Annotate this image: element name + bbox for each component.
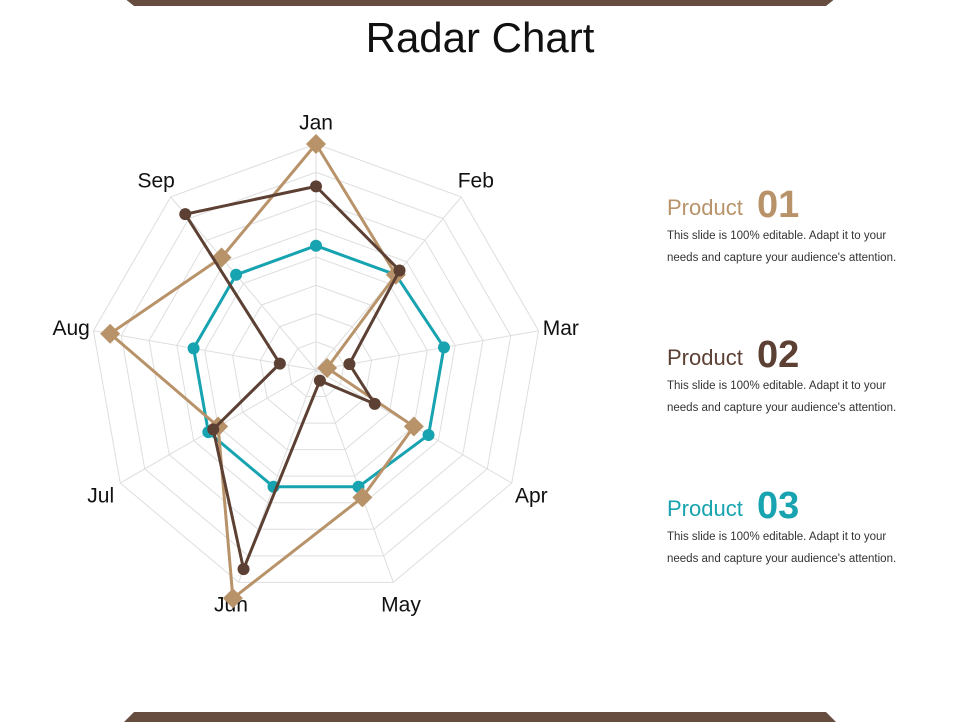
grid-ring-6 <box>148 199 484 530</box>
series-product-01-point-jan <box>306 134 326 154</box>
axis-label-sep: Sep <box>138 170 175 193</box>
legend-product-01-desc-line2: needs and capture your audience's attent… <box>667 252 897 264</box>
axis-label-apr: Apr <box>515 484 548 507</box>
series-product-02-point-may <box>313 374 326 387</box>
series-product-03-point-mar <box>437 341 450 354</box>
legend-product-03-desc-line2: needs and capture your audience's attent… <box>667 553 897 565</box>
legend-product-02-desc-line1: This slide is 100% editable. Adapt it to… <box>667 380 887 392</box>
series-product-02-point-mar <box>343 358 356 371</box>
legend-product-01-name: Product <box>667 195 743 220</box>
series-product-02-point-jul <box>207 423 220 436</box>
chart-title: Radar Chart <box>365 14 595 61</box>
top-decorative-bar <box>126 0 834 6</box>
series-product-02-point-aug <box>273 357 286 370</box>
axis-label-jan: Jan <box>299 111 333 134</box>
legend-product-03-number: 03 <box>757 485 800 527</box>
series-product-03-point-jan <box>310 239 322 252</box>
grid-ring-1 <box>287 341 345 398</box>
bottom-decorative-bar <box>124 712 836 722</box>
bottom-bar-shape <box>124 712 836 722</box>
legend-product-02-name: Product <box>667 345 743 370</box>
grid-ring-7 <box>120 171 512 557</box>
series-product-03-point-aug <box>187 342 200 355</box>
series-product-01-point-apr <box>403 416 424 437</box>
axis-label-aug: Aug <box>52 317 89 340</box>
grid-ring-5 <box>176 228 456 504</box>
series-product-02-line <box>183 184 402 571</box>
legend-product-02-number: 02 <box>757 334 800 376</box>
series-product-01-point-mar <box>317 358 338 379</box>
grid-spoke-may <box>315 369 394 583</box>
radar-chart: JanFebMarAprMayJunJulAugSep <box>52 111 579 617</box>
series-product-01-point-aug <box>100 323 121 344</box>
legend-product-03: Product 03 This slide is 100% editable. … <box>667 484 947 570</box>
series-product-01-point-may <box>352 487 373 508</box>
legend-product-02: Product 02 This slide is 100% editable. … <box>667 333 947 419</box>
series-product-01-line <box>108 142 416 600</box>
grid-spoke-sep <box>170 196 317 371</box>
series-product-02-point-jun <box>237 563 250 576</box>
legend-product-01-number: 01 <box>757 184 800 226</box>
axis-label-feb: Feb <box>458 170 494 193</box>
legend-product-03-desc-line1: This slide is 100% editable. Adapt it to… <box>667 531 887 543</box>
legend-product-01-desc-line1: This slide is 100% editable. Adapt it to… <box>667 230 887 242</box>
series-product-02-point-jan <box>310 180 322 193</box>
axis-label-mar: Mar <box>543 317 579 340</box>
legend-product-02-desc-line2: needs and capture your audience's attent… <box>667 402 897 414</box>
grid-ring-4 <box>204 256 428 477</box>
series-product-03-point-apr <box>422 428 435 441</box>
series-product-02-point-apr <box>368 397 381 410</box>
series-product-02-point-sep <box>179 208 192 221</box>
grid-ring-8 <box>92 143 540 583</box>
series-product-02-point-feb <box>393 264 406 277</box>
series-product-03-point-sep <box>230 268 243 281</box>
legend-product-03-name: Product <box>667 496 743 521</box>
axis-label-may: May <box>381 594 421 617</box>
series-product-01-point-jun <box>222 588 243 609</box>
axis-label-jul: Jul <box>87 484 114 507</box>
legend-product-01: Product 01 This slide is 100% editable. … <box>667 183 947 269</box>
series-product-03-line <box>192 244 446 489</box>
grid-ring-3 <box>232 284 400 451</box>
top-bar-shape <box>126 0 834 6</box>
